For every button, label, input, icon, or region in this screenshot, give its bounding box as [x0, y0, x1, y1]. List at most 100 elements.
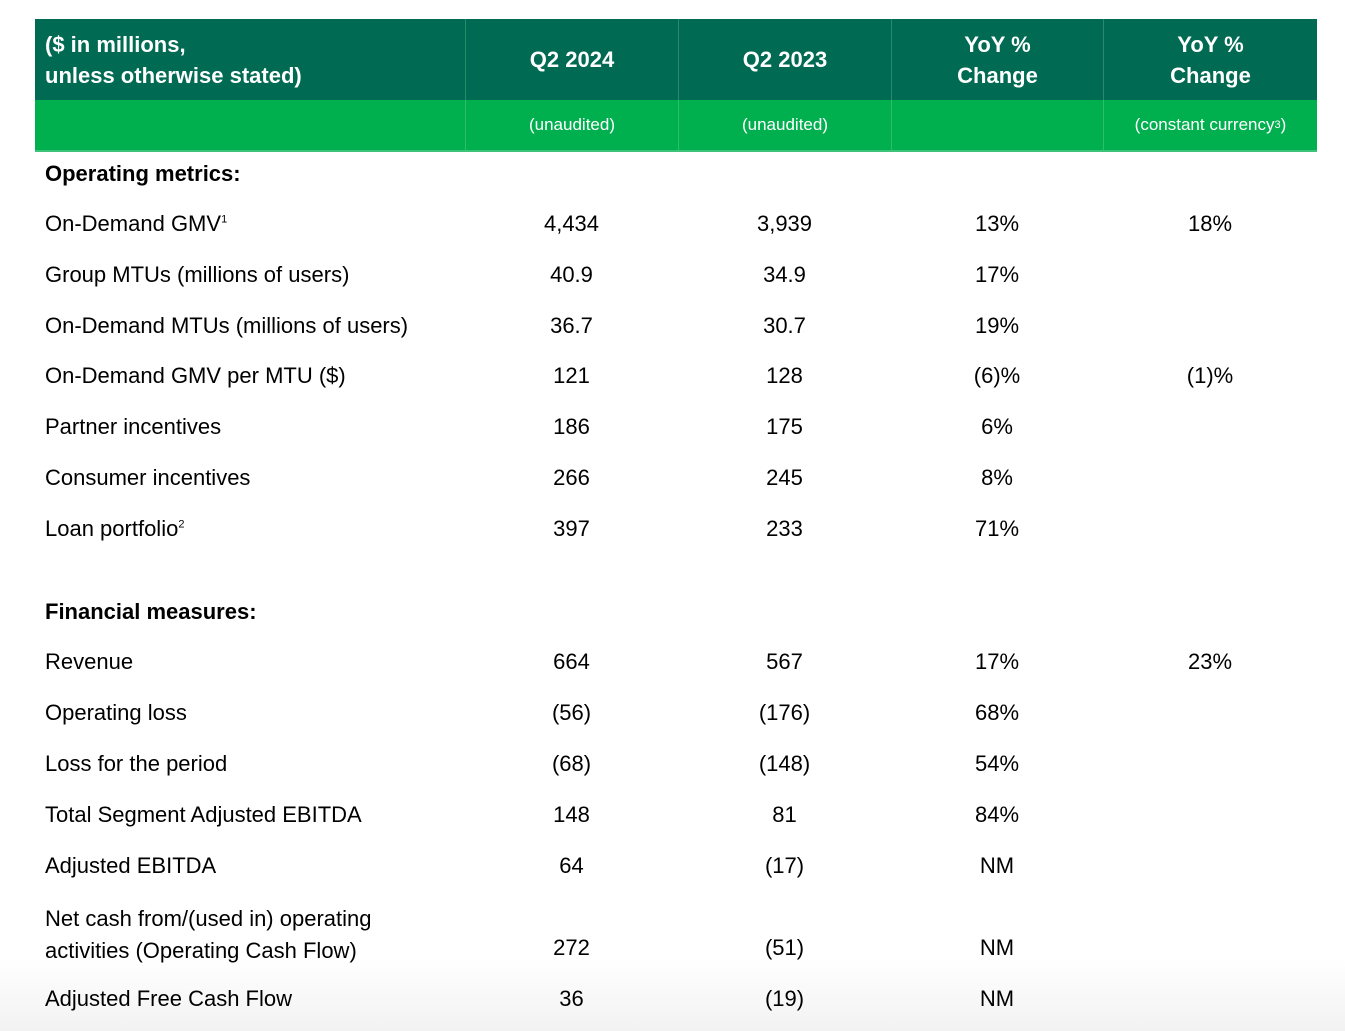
- value-yoy: NM: [979, 853, 1015, 878]
- value-q2-2024: 272: [553, 935, 590, 960]
- value-q2-2024: (56): [551, 700, 592, 725]
- row-label-text: On-Demand MTUs (millions of users): [45, 313, 409, 338]
- value-yoy-cc: [1103, 516, 1317, 542]
- header-units-label: ($ in millions, unless otherwise stated): [35, 19, 465, 100]
- value-yoy-cc: [1103, 465, 1317, 491]
- value-yoy-cc: [1103, 986, 1317, 1012]
- table-row: Partner incentives 186 175 6%: [35, 414, 1317, 440]
- row-label: On-Demand GMV per MTU ($): [35, 363, 465, 389]
- row-label: Adjusted EBITDA: [45, 853, 217, 878]
- subheader-q2-2024: (unaudited): [465, 100, 678, 150]
- value-yoy-cc: 23%: [1187, 649, 1233, 674]
- units-line2: unless otherwise stated): [45, 62, 302, 88]
- value-q2-2024: 121: [553, 363, 590, 388]
- header-yoy: YoY % Change: [891, 19, 1103, 100]
- header-q2-2023: Q2 2023: [678, 19, 891, 100]
- row-label: Total Segment Adjusted EBITDA: [45, 802, 362, 827]
- yoy-line2: Change: [957, 62, 1038, 88]
- value-yoy: 84%: [974, 802, 1020, 827]
- yoy-cc-line2: Change: [1170, 62, 1251, 88]
- value-yoy: 8%: [981, 465, 1013, 490]
- value-q2-2024: 186: [553, 414, 590, 439]
- value-yoy: 68%: [974, 700, 1020, 725]
- row-label: Group MTUs (millions of users): [35, 262, 465, 288]
- table-header: ($ in millions, unless otherwise stated) …: [35, 19, 1317, 100]
- row-label: Loss for the period: [45, 751, 228, 776]
- row-label: Partner incentives: [35, 414, 465, 440]
- row-label: Revenue: [45, 649, 134, 674]
- row-label-text: Group MTUs (millions of users): [45, 262, 350, 287]
- row-label-line1: Net cash from/(used in) operating: [45, 906, 372, 931]
- value-q2-2024: 664: [553, 649, 590, 674]
- table-row: Net cash from/(used in) operating activit…: [35, 903, 1317, 967]
- financial-table: ($ in millions, unless otherwise stated) …: [35, 19, 1317, 152]
- value-yoy: (6)%: [973, 363, 1021, 388]
- value-yoy-cc: [1103, 802, 1317, 828]
- value-yoy: 17%: [974, 262, 1020, 287]
- value-q2-2023: (19): [764, 986, 805, 1011]
- value-yoy-cc: [1103, 751, 1317, 777]
- value-q2-2023: (148): [758, 751, 811, 776]
- value-q2-2023: 30.7: [763, 313, 806, 338]
- table-row: On-Demand GMV1 4,434 3,939 13% 18%: [35, 211, 1317, 237]
- row-label: On-Demand MTUs (millions of users): [35, 313, 465, 339]
- value-yoy: 19%: [974, 313, 1020, 338]
- table-row: Group MTUs (millions of users) 40.9 34.9 17…: [35, 262, 1317, 288]
- value-yoy-cc: [1103, 262, 1317, 288]
- row-label: Net cash from/(used in) operating activit…: [35, 903, 465, 967]
- value-q2-2024: 266: [553, 465, 590, 490]
- subheader-empty: [35, 100, 465, 150]
- subheader-q2-2023: (unaudited): [678, 100, 891, 150]
- row-label: Adjusted Free Cash Flow: [45, 986, 292, 1011]
- row-label: On-Demand GMV1: [35, 211, 465, 237]
- row-label: Consumer incentives: [35, 465, 465, 491]
- value-q2-2023: 128: [766, 363, 803, 388]
- value-yoy: NM: [979, 986, 1015, 1011]
- subheader-yoy: [891, 100, 1103, 150]
- cc-close: ): [1280, 115, 1287, 134]
- value-q2-2024: 36.7: [550, 313, 593, 338]
- table-row: On-Demand MTUs (millions of users) 36.7 30…: [35, 313, 1317, 339]
- row-label-text: Loan portfolio: [45, 516, 179, 541]
- value-yoy: 17%: [974, 649, 1020, 674]
- value-q2-2024: (68): [551, 751, 592, 776]
- row-label-text: Partner incentives: [45, 414, 222, 439]
- value-q2-2023: 175: [766, 414, 803, 439]
- table-row: Operating loss (56) (176) 68%: [35, 700, 1317, 726]
- subheader-yoy-cc: (constant currency 3): [1103, 100, 1317, 150]
- value-q2-2024: 397: [553, 516, 590, 541]
- value-yoy: 6%: [981, 414, 1013, 439]
- row-label-text: Consumer incentives: [45, 465, 251, 490]
- value-q2-2023: 34.9: [763, 262, 806, 287]
- value-q2-2023: 233: [766, 516, 803, 541]
- value-yoy-cc: 18%: [1187, 211, 1233, 236]
- table-row: Loss for the period (68) (148) 54%: [35, 751, 1317, 777]
- table-row: Revenue 664 567 17% 23%: [35, 649, 1317, 675]
- value-q2-2023: (176): [758, 700, 811, 725]
- value-yoy-cc: [1103, 903, 1317, 967]
- value-q2-2024: 4,434: [543, 211, 600, 236]
- section-operating-metrics: Operating metrics:: [45, 161, 241, 186]
- value-q2-2024: 148: [553, 802, 590, 827]
- yoy-cc-line1: YoY %: [1177, 31, 1244, 57]
- value-q2-2024: 64: [559, 853, 584, 878]
- header-yoy-cc: YoY % Change: [1103, 19, 1317, 100]
- value-q2-2023: 245: [766, 465, 803, 490]
- value-q2-2024: 40.9: [550, 262, 593, 287]
- value-q2-2023: 81: [772, 802, 797, 827]
- value-q2-2023: (51): [764, 935, 805, 960]
- units-line1: ($ in millions,: [45, 31, 186, 57]
- row-label: Loan portfolio2: [35, 516, 465, 542]
- value-yoy-cc: [1103, 853, 1317, 879]
- value-q2-2023: 3,939: [756, 211, 813, 236]
- value-yoy: 13%: [974, 211, 1020, 236]
- value-yoy-cc: (1)%: [1186, 363, 1234, 388]
- cc-text: (constant currency: [1134, 115, 1275, 134]
- table-row: Adjusted EBITDA 64 (17) NM: [35, 853, 1317, 879]
- row-label-line2: activities (Operating Cash Flow): [45, 938, 357, 963]
- value-yoy: NM: [979, 935, 1015, 960]
- row-label: Operating loss: [45, 700, 187, 725]
- yoy-line1: YoY %: [964, 31, 1031, 57]
- table-subheader: (unaudited) (unaudited) (constant curren…: [35, 100, 1317, 152]
- table-row: Loan portfolio2 397 233 71%: [35, 516, 1317, 542]
